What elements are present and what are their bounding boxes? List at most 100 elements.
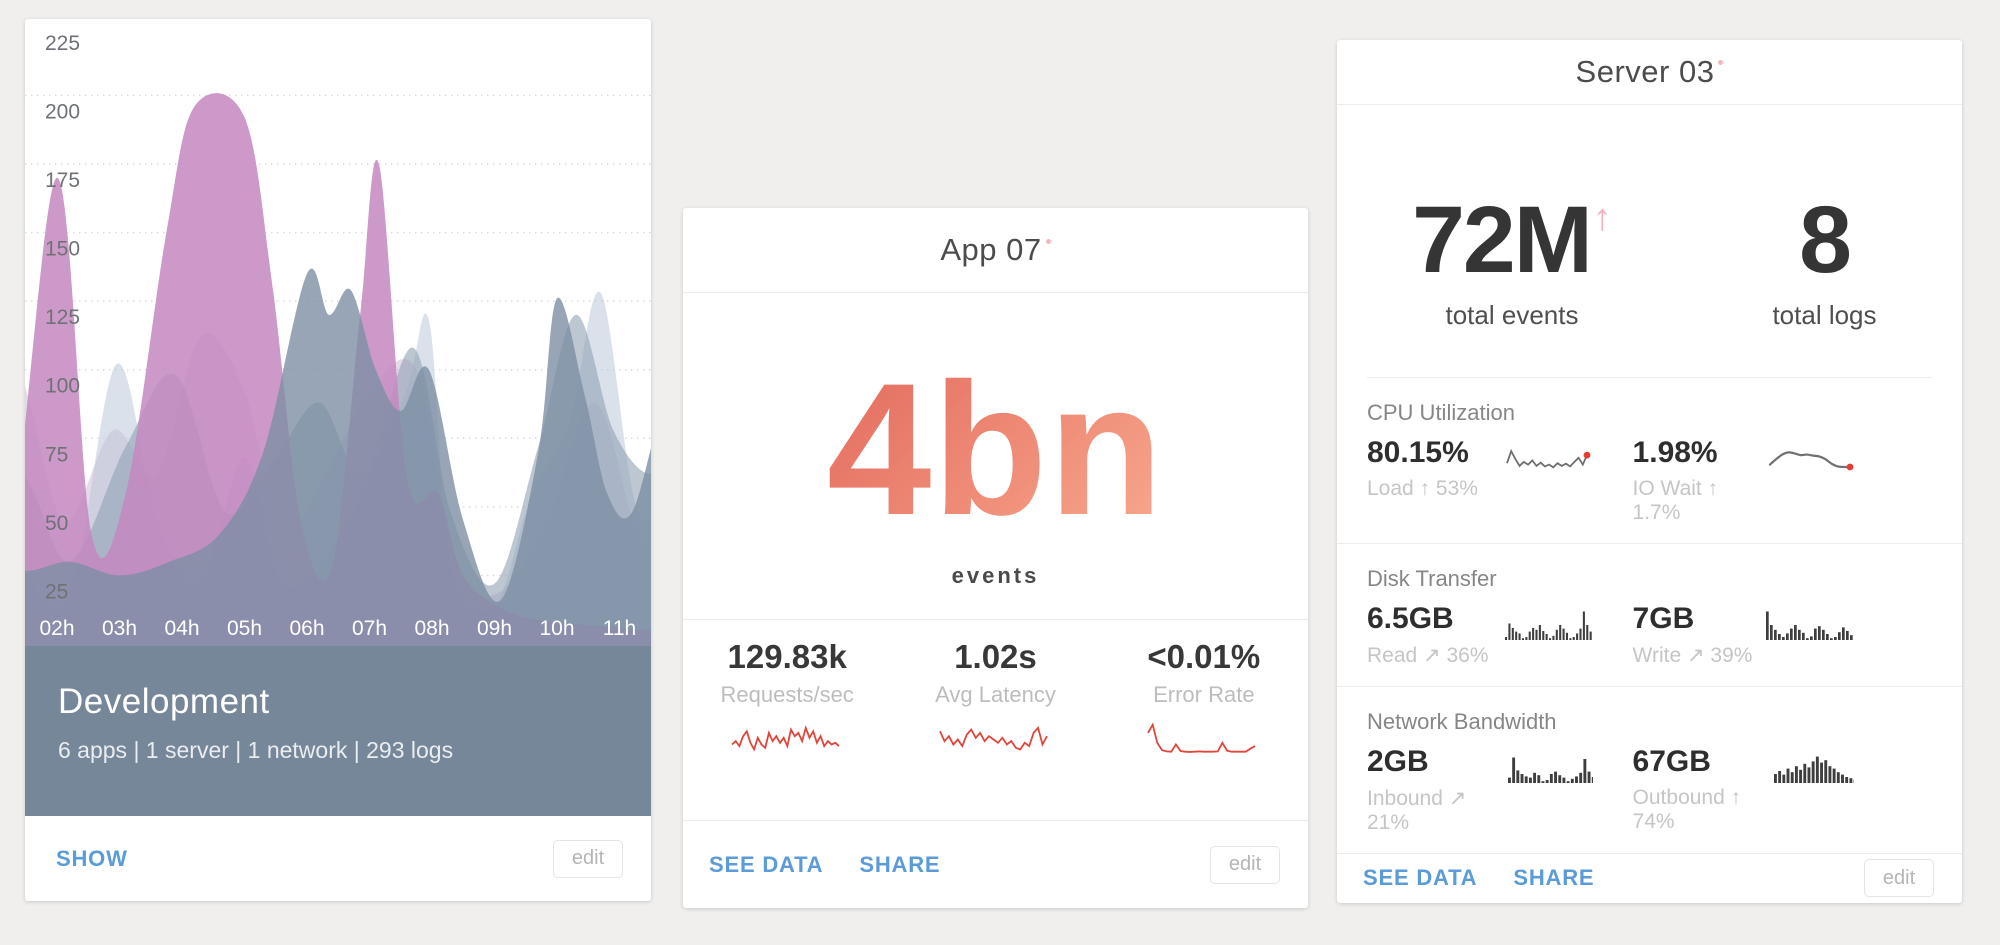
svg-text:07h: 07h (352, 617, 387, 640)
metric-value: 6.5GB (1367, 601, 1454, 635)
metric-value: 7GB (1632, 601, 1695, 635)
app-card-header: App 07 (683, 208, 1308, 293)
svg-text:03h: 03h (102, 617, 137, 640)
metric-io-wait: 1.98% IO Wait ↑ 1.7% (1633, 436, 1932, 525)
edit-button[interactable]: edit (553, 839, 623, 878)
stat-sparkline (1147, 722, 1256, 753)
metric-disk-read: 6.5GB Read ↗ 36% (1367, 602, 1633, 668)
metric-net-outbound: 67GB Outbound ↑ 74% (1633, 745, 1932, 835)
total-logs: 8 total logs (1687, 186, 1962, 331)
stat-label: Avg Latency (935, 682, 1056, 707)
trend-up-arrow-icon: ↑ (1592, 196, 1612, 239)
app-card-body: 4bn events 129.83k Requests/sec 1.02s Av… (683, 293, 1308, 820)
svg-text:25: 25 (45, 580, 68, 603)
metric-label: Write ↗ 39% (1632, 643, 1753, 667)
stat-requests: 129.83k Requests/sec (683, 638, 891, 765)
svg-text:200: 200 (45, 100, 80, 123)
svg-text:09h: 09h (477, 617, 512, 640)
server-footer: SEE DATA SHARE edit (1337, 852, 1962, 903)
development-summary-panel: Development 6 apps | 1 server | 1 networ… (25, 646, 651, 816)
events-big-value: 4bn (683, 355, 1308, 543)
stat-label: Requests/sec (720, 682, 854, 707)
stat-label: Error Rate (1153, 682, 1255, 707)
app-footer: SEE DATA SHARE edit (683, 820, 1308, 908)
metric-value: 1.98% (1632, 435, 1718, 469)
svg-text:150: 150 (45, 238, 80, 261)
total-logs-label: total logs (1772, 299, 1877, 330)
total-events-value: 72M (1412, 186, 1593, 293)
app-card: App 07 4bn events 129.83k Requests/sec 1… (683, 208, 1308, 908)
divider (683, 619, 1308, 620)
edit-button[interactable]: edit (1210, 845, 1280, 884)
section-network: Network Bandwidth 2GB Inbound ↗ 21% 67GB… (1337, 687, 1962, 853)
notification-dot-icon (1718, 60, 1724, 66)
server-card-header: Server 03 (1337, 40, 1962, 105)
metric-sparkline (1769, 451, 1854, 471)
metric-row: 2GB Inbound ↗ 21% 67GB Outbound ↑ 74% (1367, 745, 1932, 835)
svg-text:06h: 06h (289, 617, 324, 640)
card-title: Development (58, 682, 270, 721)
svg-text:75: 75 (45, 443, 68, 466)
metric-value: 67GB (1632, 744, 1711, 778)
divider (1367, 376, 1932, 378)
svg-text:04h: 04h (164, 617, 199, 640)
development-card: 225 200 175 150 125 100 75 50 25 02h 03h 04h 05h 06h 0… (25, 19, 651, 901)
section-cpu: CPU Utilization 80.15% Load ↑ 53% 1.98% … (1337, 378, 1962, 544)
events-big-label: events (951, 563, 1040, 588)
page-title: App 07 (940, 232, 1042, 267)
metric-row: 6.5GB Read ↗ 36% 7GB Write ↗ 39% (1367, 602, 1932, 668)
total-logs-value: 8 (1799, 186, 1852, 293)
stat-value: <0.01% (1147, 638, 1261, 675)
development-chart-area: 225 200 175 150 125 100 75 50 25 02h 03h 04h 05h 06h 0… (25, 19, 651, 646)
metric-sparkline (1504, 611, 1592, 640)
svg-text:02h: 02h (39, 617, 74, 640)
metric-label: Read ↗ 36% (1367, 643, 1489, 667)
metric-disk-write: 7GB Write ↗ 39% (1633, 602, 1932, 668)
stat-value: 1.02s (954, 638, 1037, 675)
metric-label: Outbound ↑ 74% (1632, 785, 1742, 833)
see-data-link[interactable]: SEE DATA (1363, 865, 1478, 891)
metric-row: 80.15% Load ↑ 53% 1.98% IO Wait ↑ 1.7% (1367, 436, 1932, 525)
notification-dot-icon (1045, 238, 1051, 244)
development-footer: SHOW edit (25, 816, 651, 901)
metric-label: Load ↑ 53% (1367, 476, 1478, 500)
stat-value: 129.83k (727, 638, 847, 675)
metric-sparkline (1505, 448, 1590, 469)
svg-text:100: 100 (45, 375, 80, 398)
svg-text:10h: 10h (539, 617, 574, 640)
metric-label: IO Wait ↑ 1.7% (1632, 476, 1719, 524)
card-subtitle: 6 apps | 1 server | 1 network | 293 logs (58, 737, 454, 763)
development-area-chart: 225 200 175 150 125 100 75 50 25 02h 03h 04h 05h 06h 0… (25, 32, 651, 646)
section-disk: Disk Transfer 6.5GB Read ↗ 36% 7GB Write… (1337, 544, 1962, 687)
stat-sparkline (939, 726, 1048, 751)
svg-text:05h: 05h (227, 617, 262, 640)
edit-button[interactable]: edit (1864, 859, 1934, 898)
show-link[interactable]: SHOW (56, 845, 128, 871)
share-link[interactable]: SHARE (859, 851, 941, 877)
svg-text:225: 225 (45, 32, 80, 55)
metric-label: Inbound ↗ 21% (1367, 786, 1467, 834)
metric-sparkline (1765, 611, 1853, 640)
total-events-label: total events (1445, 299, 1579, 330)
server-totals-row: 72M↑ total events 8 total logs (1337, 105, 1962, 331)
app-stats-row: 129.83k Requests/sec 1.02s Avg Latency <… (683, 638, 1308, 765)
svg-text:175: 175 (45, 169, 80, 192)
section-title: Disk Transfer (1367, 565, 1497, 591)
metric-value: 2GB (1367, 744, 1429, 778)
svg-text:125: 125 (45, 306, 80, 329)
total-events: 72M↑ total events (1337, 192, 1687, 331)
share-link[interactable]: SHARE (1513, 865, 1595, 891)
stat-sparkline (731, 725, 840, 752)
section-title: Network Bandwidth (1367, 708, 1557, 734)
page-title: Server 03 (1575, 53, 1715, 89)
svg-text:11h: 11h (603, 617, 636, 640)
metric-cpu-load: 80.15% Load ↑ 53% (1367, 436, 1633, 525)
section-title: CPU Utilization (1367, 399, 1515, 425)
svg-text:50: 50 (45, 512, 68, 535)
see-data-link[interactable]: SEE DATA (709, 851, 824, 877)
metric-sparkline (1774, 756, 1854, 783)
svg-text:08h: 08h (414, 617, 449, 640)
metric-value: 80.15% (1367, 435, 1469, 469)
stat-latency: 1.02s Avg Latency (891, 638, 1099, 765)
metric-sparkline (1508, 757, 1593, 783)
